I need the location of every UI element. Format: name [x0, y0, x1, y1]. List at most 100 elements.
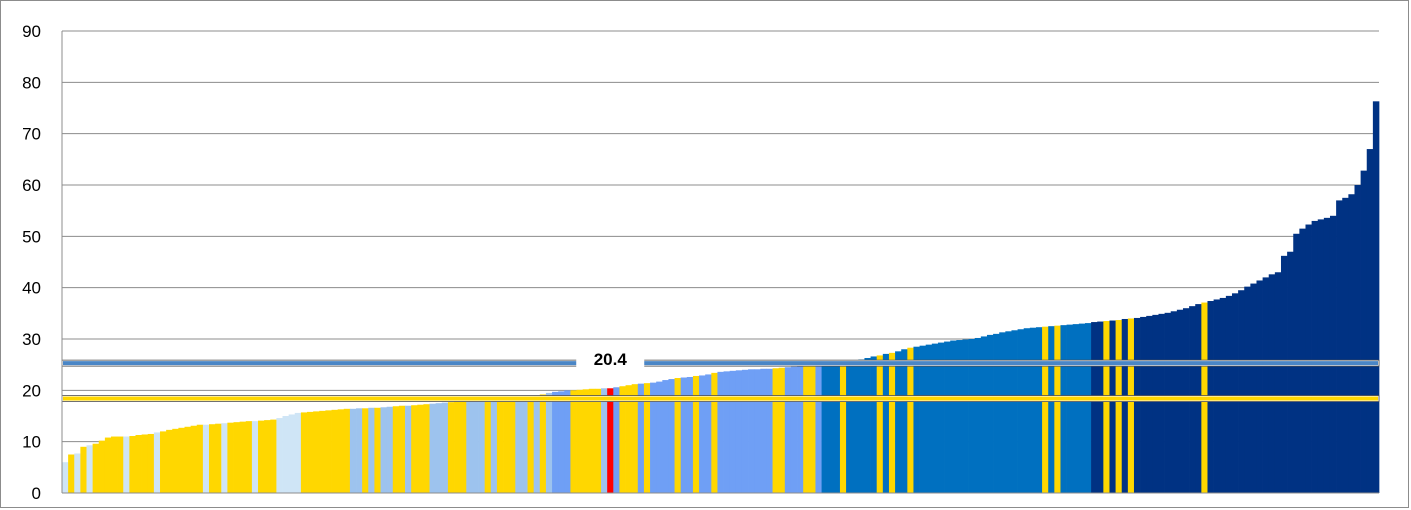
bar [190, 425, 198, 493]
y-tick-label: 40 [22, 279, 41, 298]
bar [441, 402, 449, 493]
bar [901, 349, 908, 493]
bar [68, 454, 75, 493]
bar [882, 353, 890, 493]
bar [98, 440, 106, 493]
bar [815, 364, 822, 493]
bar [435, 403, 443, 493]
axes [61, 31, 1379, 494]
bar [276, 418, 283, 493]
bar [741, 369, 749, 493]
bar [92, 443, 100, 493]
bar [331, 409, 339, 493]
bar [307, 411, 314, 493]
bar [1244, 286, 1251, 493]
bar [552, 391, 559, 493]
bar [919, 345, 927, 493]
bar [1084, 323, 1092, 493]
bar [778, 367, 786, 493]
bar [772, 368, 780, 493]
bar [484, 400, 492, 493]
highlighted-bar [607, 388, 614, 493]
bar [656, 381, 663, 493]
bar [594, 388, 602, 493]
bar [239, 421, 247, 493]
bar [490, 399, 498, 493]
bar [1268, 274, 1276, 493]
bar [705, 374, 712, 493]
bar [729, 370, 737, 493]
bar [417, 404, 424, 493]
bar [398, 405, 406, 493]
bar [999, 332, 1006, 493]
bar [974, 337, 982, 493]
bar [956, 340, 963, 493]
bar [202, 424, 210, 493]
bar [1231, 293, 1239, 493]
bar [1311, 220, 1319, 493]
bar [466, 401, 473, 493]
bar [337, 409, 345, 493]
bar [643, 383, 651, 493]
bar [1042, 326, 1049, 493]
bar [668, 379, 675, 493]
bar [245, 421, 253, 493]
bar [1078, 323, 1086, 493]
bar [1262, 277, 1270, 493]
bar [637, 383, 645, 493]
bar [950, 340, 957, 493]
reference-line [63, 396, 1378, 401]
bar [858, 359, 865, 493]
bar [227, 422, 234, 493]
bar [521, 396, 528, 493]
bar [300, 412, 308, 493]
bar [631, 384, 639, 493]
bar [264, 420, 271, 493]
bar [196, 424, 204, 493]
bars [62, 101, 1380, 494]
bar [827, 363, 835, 493]
bar [1066, 324, 1074, 493]
bar [153, 432, 161, 493]
bar [1127, 318, 1135, 493]
bar [1317, 219, 1325, 494]
bar [80, 446, 87, 493]
bar [172, 428, 179, 493]
bar [1152, 314, 1159, 493]
bar [472, 400, 479, 493]
bar [233, 422, 240, 493]
bar [184, 426, 191, 493]
bar [178, 427, 185, 493]
bar [1372, 101, 1380, 494]
bar [1250, 283, 1257, 493]
bar [380, 407, 388, 493]
bar [1005, 331, 1012, 493]
bar [147, 433, 155, 493]
bar [209, 424, 216, 493]
bar [1360, 170, 1368, 494]
bar [754, 369, 761, 493]
bar [803, 365, 810, 493]
bar [1366, 149, 1374, 494]
y-tick-label: 0 [32, 484, 41, 503]
bar [74, 453, 81, 493]
bar [166, 429, 173, 493]
bar [650, 382, 657, 493]
bar [62, 462, 69, 493]
y-tick-label: 30 [22, 330, 41, 349]
bar [1323, 217, 1331, 493]
bar [325, 410, 332, 493]
bar [1035, 327, 1043, 493]
bar [846, 362, 853, 493]
bar [711, 372, 718, 493]
bar [760, 368, 767, 493]
bar [993, 333, 1000, 493]
bar [588, 388, 596, 493]
bar [282, 416, 289, 493]
bar [527, 395, 535, 493]
bar [986, 334, 994, 493]
bar [1017, 329, 1025, 493]
bar [784, 367, 792, 493]
